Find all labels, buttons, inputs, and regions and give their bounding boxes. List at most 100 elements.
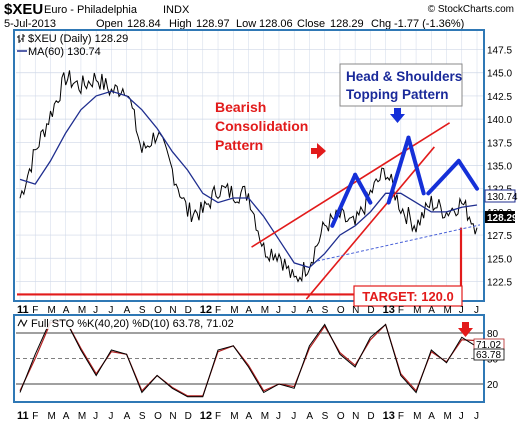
time-axis-label: M [78,411,86,422]
time-axis-label: F [215,305,221,316]
hs-annotation: Head & Shoulders Topping Pattern [339,63,463,123]
time-axis-label: J [291,305,296,316]
time-axis-label: A [124,305,131,316]
time-axis-label: M [444,411,452,422]
hs-pattern-line [426,158,461,196]
time-axis-label: S [322,411,329,422]
bearish-annotation: Bearish Consolidation Pattern [215,99,326,159]
chart-name: Euro - Philadelphia [44,4,138,16]
time-axis-label: S [322,305,329,316]
price-tick-label: 147.5 [487,46,512,57]
ma-value-tag-text: 130.74 [487,192,518,203]
neckline [316,224,481,262]
ma-value-tag: 130.74 [484,189,518,203]
watermark: © StockCharts.com [428,4,514,15]
bearish-line-1: Bearish [215,99,266,115]
close-value-tag: 128.29 [485,211,518,224]
price-legend-label: $XEU (Daily) 128.29 [28,33,128,45]
time-axis-label: M [230,305,238,316]
time-axis-label: N [352,305,359,316]
sto-tick-label: 80 [487,329,499,340]
time-axis-label: O [337,411,345,422]
time-axis-label: F [32,411,38,422]
time-axis-label: A [428,411,435,422]
time-axis-label: O [337,305,345,316]
time-axis-label: 11 [17,304,29,316]
sto-k-line [19,319,478,398]
time-axis-label: O [154,305,162,316]
price-tick-label: 142.5 [487,92,512,103]
target-annotation: TARGET: 120.0 [353,285,463,307]
time-axis-label: M [413,305,421,316]
high-value: 128.97 [196,18,230,30]
time-axis-label: A [246,411,253,422]
price-tick-label: 135.0 [487,162,512,173]
ma-line [19,90,478,269]
hs-line-1: Head & Shoulders [346,69,462,84]
hs-label-box [339,63,463,107]
price-tick-label: 122.5 [487,277,512,288]
price-legend: $XEU (Daily) 128.29 MA(60) 130.74 [17,33,128,58]
time-axis-label: 12 [200,304,212,316]
time-axis-label: A [306,411,313,422]
time-axis-label: S [139,411,146,422]
close-label: Close [297,18,325,30]
time-axis-label: D [367,305,374,316]
open-label: Open [96,18,123,30]
hs-pattern-line [406,135,426,196]
time-axis-label: D [185,411,192,422]
time-axis-label: N [169,411,176,422]
time-axis-label: J [276,305,281,316]
hs-pattern-line [330,172,358,228]
time-axis-label: S [139,305,146,316]
arrow-right-icon [311,143,326,159]
time-axis-label: F [398,305,404,316]
time-axis-label: A [124,411,131,422]
price-tick-label: 145.0 [487,69,512,80]
annotation-lines [17,122,481,300]
time-axis-main: 11 F M A M J J A S O N D 12 F M A M J J A S O N D 13 F M A M J J [17,304,479,316]
time-axis-label: 12 [200,410,212,422]
time-axis-label: A [63,411,70,422]
arrow-down-icon [390,108,405,123]
time-axis-label: A [63,305,70,316]
close-value: 128.29 [330,18,364,30]
time-axis-label: J [108,411,113,422]
low-label: Low [236,18,256,30]
price-tick-label: 125.0 [487,254,512,265]
time-axis-label: M [78,305,86,316]
bearish-line-3: Pattern [215,137,263,153]
sto-k-tag: 63.78 [473,348,505,361]
close-value-tag-text: 128.29 [487,213,518,224]
time-axis-label: 13 [383,410,395,422]
price-tick-label: 140.0 [487,115,512,126]
price-grid [16,31,483,300]
time-axis-label: D [367,411,374,422]
time-axis-label: M [47,305,55,316]
price-series [19,70,478,283]
chg-label: Chg [371,18,391,30]
time-axis-label: M [413,411,421,422]
time-axis-label: 13 [383,304,395,316]
sto-k-tag-text: 63.78 [476,350,501,361]
sto-series [19,319,478,398]
target-box [353,285,463,307]
time-axis-label: J [459,305,464,316]
time-axis-label: A [246,305,253,316]
time-axis-label: M [261,305,269,316]
chart-exchange: INDX [163,4,190,16]
low-value: 128.06 [259,18,293,30]
high-label: High [169,18,192,30]
chg-value: -1.77 (-1.36%) [394,18,464,30]
sto-grid [16,332,483,385]
time-axis-label: M [47,411,55,422]
time-axis-label: D [185,305,192,316]
time-axis-label: 11 [17,410,29,422]
time-axis-sto: 11 F M A M J J A S O N D 12 F M A M J J A S O N D 13 F M A M J J [17,410,479,422]
bar-icon [17,34,25,43]
sto-label-bg [16,317,251,329]
time-axis-label: M [261,411,269,422]
time-axis-label: J [459,411,464,422]
price-tick-label: 127.5 [487,231,512,242]
